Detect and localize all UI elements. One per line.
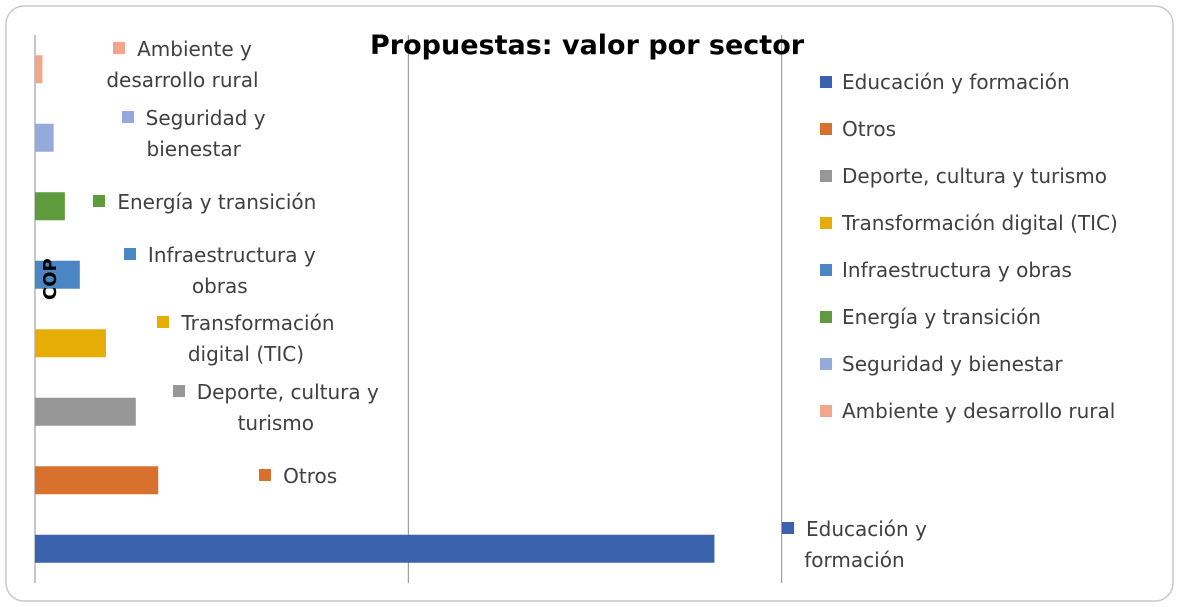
data-label: Seguridad y bienestar — [79, 103, 309, 165]
chart-border — [5, 5, 1174, 602]
chart-title: Propuestas: valor por sector — [370, 30, 805, 61]
legend-label: Transformación digital (TIC) — [842, 211, 1118, 235]
legend-entry: Otros — [820, 117, 896, 141]
bar — [35, 534, 715, 563]
data-label: Ambiente y desarrollo rural — [67, 34, 297, 96]
legend-label: Educación y formación — [842, 70, 1070, 94]
data-label: Energía y transición — [90, 187, 320, 218]
data-label-text: Educación y formación — [804, 516, 927, 572]
data-label: Otros — [183, 461, 413, 492]
legend-key — [820, 358, 832, 370]
legend-entry: Infraestructura y obras — [820, 258, 1072, 282]
legend-key — [820, 405, 832, 417]
data-label-key — [259, 468, 272, 481]
legend-key — [820, 264, 832, 276]
bar — [35, 466, 159, 495]
legend-key — [820, 123, 832, 135]
data-label: Educación y formación — [739, 514, 969, 576]
bar — [35, 329, 106, 358]
data-label-text: Deporte, cultura y turismo — [196, 379, 379, 435]
bar — [35, 55, 43, 84]
legend-label: Deporte, cultura y turismo — [842, 164, 1107, 188]
legend-label: Energía y transición — [842, 305, 1041, 329]
data-label-text: Ambiente y desarrollo rural — [106, 37, 259, 93]
legend-key — [820, 76, 832, 88]
data-label: Transformación digital (TIC) — [131, 308, 361, 370]
legend-entry: Energía y transición — [820, 305, 1041, 329]
data-label-key — [121, 110, 134, 123]
y-axis-label: COP — [40, 258, 61, 300]
bar — [35, 260, 80, 289]
data-label: Deporte, cultura y turismo — [161, 377, 391, 439]
legend-key — [820, 311, 832, 323]
data-label: Infraestructura y obras — [105, 240, 335, 302]
data-label-text: Energía y transición — [117, 189, 317, 214]
bar — [35, 397, 136, 426]
legend-key — [820, 217, 832, 229]
data-label-key — [113, 42, 126, 55]
legend-label: Seguridad y bienestar — [842, 352, 1063, 376]
legend-label: Otros — [842, 117, 897, 141]
legend-entry: Seguridad y bienestar — [820, 352, 1063, 376]
data-label-text: Seguridad y bienestar — [145, 105, 266, 161]
bar — [35, 123, 54, 152]
data-label-key — [781, 521, 794, 534]
legend-key — [820, 170, 832, 182]
legend-entry: Educación y formación — [820, 70, 1070, 94]
bar — [35, 192, 65, 221]
legend-entry: Transformación digital (TIC) — [820, 211, 1118, 235]
data-label-key — [123, 247, 136, 260]
data-label-key — [93, 194, 106, 207]
data-label-text: Infraestructura y obras — [147, 242, 316, 298]
data-label-text: Transformación digital (TIC) — [181, 311, 335, 367]
data-label-key — [172, 384, 185, 397]
legend-entry: Ambiente y desarrollo rural — [820, 399, 1115, 423]
data-label-key — [157, 316, 170, 329]
legend-label: Ambiente y desarrollo rural — [842, 399, 1116, 423]
legend-label: Infraestructura y obras — [842, 258, 1072, 282]
data-label-text: Otros — [283, 463, 338, 488]
legend-entry: Deporte, cultura y turismo — [820, 164, 1107, 188]
